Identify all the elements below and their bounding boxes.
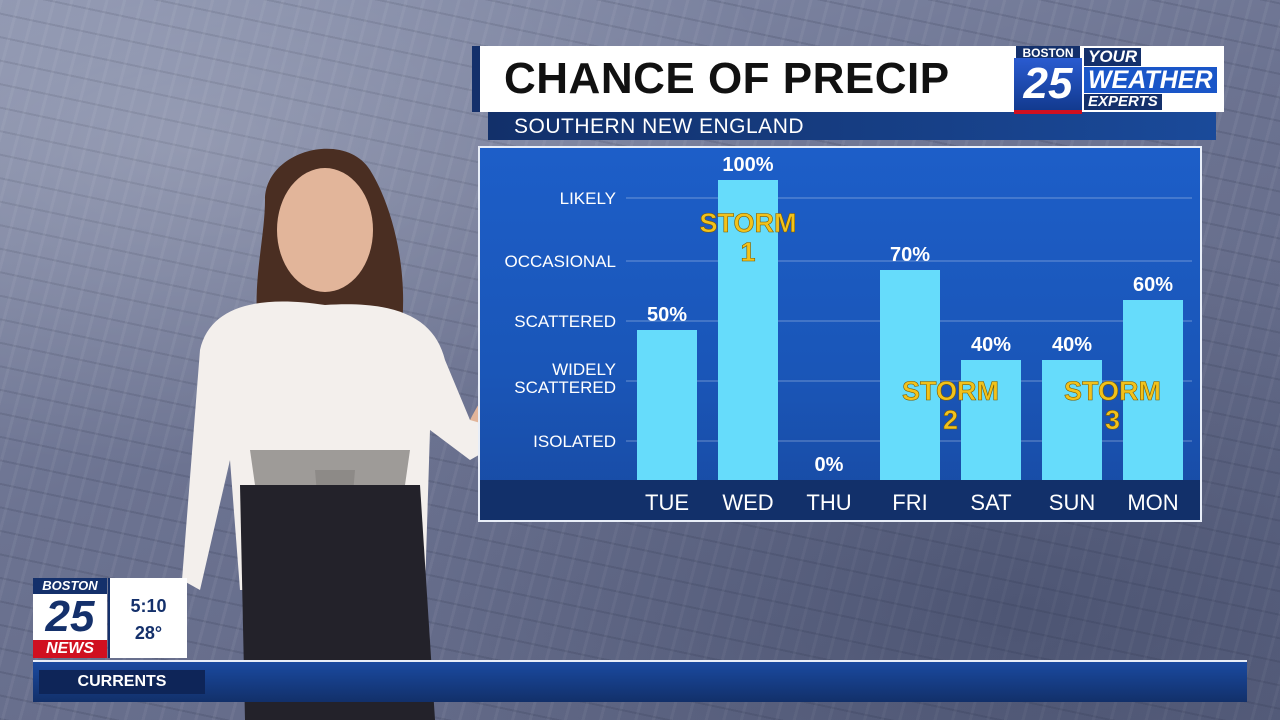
storm-annotation: STORM bbox=[699, 208, 796, 238]
news-logo-news: NEWS bbox=[33, 640, 107, 658]
y-level-label: SCATTERED bbox=[514, 312, 616, 331]
data-label: 70% bbox=[890, 244, 930, 266]
bar-mon bbox=[1123, 300, 1183, 480]
presenter-figure bbox=[182, 148, 490, 720]
news-logo: BOSTON 25 NEWS bbox=[33, 578, 107, 658]
data-label: 40% bbox=[1052, 334, 1092, 356]
bar-sun bbox=[1042, 360, 1102, 480]
subtitle-banner: SOUTHERN NEW ENGLAND bbox=[488, 112, 1216, 140]
brand-tag-your: YOUR bbox=[1084, 48, 1142, 66]
data-label: 50% bbox=[647, 304, 687, 326]
data-label: 0% bbox=[815, 454, 844, 476]
category-label: SAT bbox=[970, 490, 1011, 515]
data-label: 100% bbox=[722, 154, 773, 176]
chart-title: CHANCE OF PRECIP bbox=[504, 54, 950, 103]
currents-ticker: CURRENTS bbox=[33, 660, 1247, 702]
ticker-label: CURRENTS bbox=[39, 670, 205, 694]
news-logo-city: BOSTON bbox=[33, 578, 107, 594]
time-temp-box: 5:10 28° bbox=[108, 578, 187, 658]
news-logo-number: 25 bbox=[33, 594, 107, 640]
storm-annotation: 2 bbox=[943, 405, 958, 435]
category-label: MON bbox=[1127, 490, 1178, 515]
brand-tagline: YOUR WEATHER EXPERTS bbox=[1084, 48, 1217, 111]
data-label: 40% bbox=[971, 334, 1011, 356]
bar-fri bbox=[880, 270, 940, 480]
brand-tag-experts: EXPERTS bbox=[1084, 94, 1162, 110]
y-level-label: SCATTERED bbox=[514, 378, 616, 397]
x-axis-band bbox=[480, 480, 1200, 520]
weather-brand-logo: BOSTON 25 YOUR WEATHER EXPERTS bbox=[1014, 46, 1224, 114]
brand-city: BOSTON bbox=[1016, 46, 1080, 60]
y-level-label: WIDELY bbox=[552, 360, 616, 379]
category-label: THU bbox=[806, 490, 851, 515]
y-level-label: OCCASIONAL bbox=[505, 252, 616, 271]
storm-annotation: 1 bbox=[740, 237, 755, 267]
category-label: FRI bbox=[892, 490, 927, 515]
storm-annotation: STORM bbox=[1064, 376, 1161, 406]
storm-annotation: STORM bbox=[902, 376, 999, 406]
y-level-label: ISOLATED bbox=[533, 432, 616, 451]
category-label: TUE bbox=[645, 490, 689, 515]
category-label: SUN bbox=[1049, 490, 1095, 515]
current-temp: 28° bbox=[134, 623, 163, 643]
chart-subtitle: SOUTHERN NEW ENGLAND bbox=[514, 115, 805, 138]
storm-annotation: 3 bbox=[1105, 405, 1120, 435]
bar-wed bbox=[718, 180, 778, 480]
brand-tag-weather: WEATHER bbox=[1084, 67, 1217, 93]
current-time: 5:10 bbox=[130, 596, 167, 616]
bar-sat bbox=[961, 360, 1021, 480]
bar-tue bbox=[637, 330, 697, 480]
precip-chart-panel: ISOLATED WIDELY SCATTERED SCATTERED OCCASION… bbox=[478, 146, 1202, 522]
data-label: 60% bbox=[1133, 274, 1173, 296]
brand-number: 25 bbox=[1014, 58, 1082, 114]
precip-chart: ISOLATEDWIDELYSCATTEREDSCATTEREDOCCASION… bbox=[480, 154, 1200, 520]
y-level-label: LIKELY bbox=[560, 189, 616, 208]
category-label: WED bbox=[722, 490, 773, 515]
